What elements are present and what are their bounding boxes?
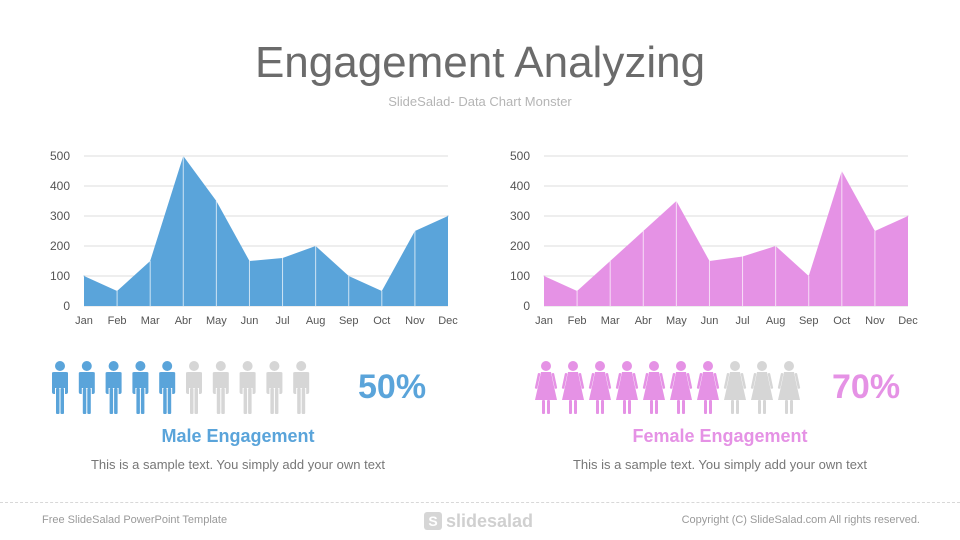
female-chart-ytick-label: 0 [523,299,530,313]
male-person-icon-inactive [239,361,256,414]
female-person-icon-active [696,361,720,414]
male-percent: 50% [358,368,427,406]
female-chart-xtick-label: Feb [568,315,587,327]
male-chart-xtick-label: Aug [306,315,326,327]
female-area-chart-svg: 0 100 200 300 400 500 Jan Feb Mar Abr May Jun Jul Aug… [510,149,918,327]
male-engagement-label: Male Engagement [161,426,315,446]
male-chart-data-point-Dec [447,215,449,217]
female-person-icon-active [534,361,558,414]
logo-text: slidesalad [446,510,534,531]
footer-left-text: Free SlideSalad PowerPoint Template [42,514,228,526]
footer-copyright: Copyright (C) SlideSalad.com All rights … [681,514,920,526]
footer-logo: S slidesalad [424,510,533,532]
female-person-icon-active [669,361,693,414]
female-person-icon-inactive [723,361,747,414]
female-chart-ytick-label: 500 [510,149,530,163]
male-area-chart-svg: 0 100 200 300 400 500 Jan Feb Mar Abr May Jun Jul Aug… [50,149,458,327]
female-chart-xtick-label: Nov [865,315,885,327]
female-chart-ytick-label: 100 [510,269,530,283]
female-icon-row [534,358,814,418]
female-percent: 70% [832,368,901,406]
page-subtitle: SlideSalad- Data Chart Monster [388,94,572,109]
female-person-icon-inactive [777,361,801,414]
female-chart-xtick-label: Aug [766,315,786,327]
male-person-icon-active [78,361,95,414]
female-chart-xtick-label: May [666,315,687,327]
female-person-icon-active [642,361,666,414]
male-chart-ytick-label: 500 [50,149,70,163]
male-chart-xtick-label: Sep [339,315,359,327]
female-chart-data-point-Jan [543,275,545,277]
male-chart-xtick-label: May [206,315,227,327]
male-chart-xtick-label: Jun [241,315,259,327]
male-chart-ytick-label: 400 [50,179,70,193]
logo-mark-icon: S [424,512,442,530]
female-chart-xtick-label: Jul [736,315,750,327]
male-person-icon-inactive [186,361,202,414]
female-chart-xtick-label: Abr [635,315,652,327]
male-chart-ytick-label: 300 [50,209,70,223]
male-person-icon-active [132,361,149,414]
male-chart-ytick-label: 0 [63,299,70,313]
male-chart-xtick-label: Jul [276,315,290,327]
male-area-chart: 0 100 200 300 400 500 Jan Feb Mar Abr May Jun Jul Aug… [30,140,470,340]
female-chart-area [544,171,908,306]
male-chart-xtick-label: Dec [438,315,458,327]
female-description: This is a sample text. You simply add yo… [572,457,868,472]
male-chart-xtick-label: Nov [405,315,425,327]
male-chart-xtick-label: Jan [75,315,93,327]
male-person-icon-inactive [293,361,310,414]
female-person-icon-inactive [750,361,774,414]
male-person-icon-active [105,361,122,414]
male-chart-area [84,156,448,306]
male-chart-xtick-label: Mar [141,315,160,327]
female-area-chart: 0 100 200 300 400 500 Jan Feb Mar Abr May Jun Jul Aug… [490,140,930,340]
female-chart-ytick-label: 300 [510,209,530,223]
male-icon-row [48,358,328,418]
female-engagement-label: Female Engagement [632,426,808,446]
female-chart-ytick-label: 200 [510,239,530,253]
male-person-icon-inactive [212,361,229,414]
male-chart-xtick-label: Abr [175,315,192,327]
female-chart-xtick-label: Oct [833,315,850,327]
female-chart-xtick-label: Mar [601,315,620,327]
male-person-icon-active [52,361,68,414]
male-description: This is a sample text. You simply add yo… [90,457,386,472]
footer-divider [0,502,960,503]
female-icons-svg [534,361,801,414]
male-chart-xtick-label: Oct [373,315,390,327]
male-chart-data-point-Jan [83,275,85,277]
female-chart-xtick-label: Jan [535,315,553,327]
female-chart-xtick-label: Jun [701,315,719,327]
female-chart-xtick-label: Dec [898,315,918,327]
male-chart-ytick-label: 200 [50,239,70,253]
male-chart-ytick-label: 100 [50,269,70,283]
male-icons-svg [52,361,310,414]
female-chart-data-point-Dec [907,215,909,217]
female-person-icon-active [588,361,612,414]
female-chart-ytick-label: 400 [510,179,530,193]
female-person-icon-active [561,361,585,414]
female-person-icon-active [615,361,639,414]
male-person-icon-active [159,361,176,414]
page-title: Engagement Analyzing [254,38,706,87]
male-person-icon-inactive [266,361,283,414]
male-chart-xtick-label: Feb [108,315,127,327]
female-chart-xtick-label: Sep [799,315,819,327]
